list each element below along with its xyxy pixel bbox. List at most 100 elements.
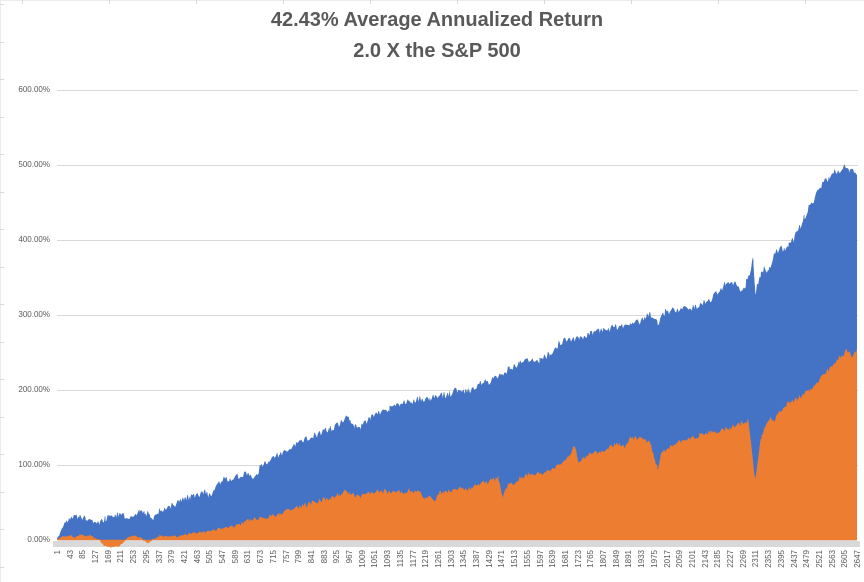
x-axis-tick-label: 2563 [827, 550, 837, 568]
x-axis-tick-label: 1597 [535, 550, 545, 568]
sheet-row-tick [0, 79, 4, 80]
x-axis-tick-label: 799 [294, 550, 304, 564]
x-axis-tick-label: 85 [78, 550, 88, 559]
sheet-row-tick [0, 229, 4, 230]
x-axis-tick-label: 2269 [738, 550, 748, 568]
x-axis-tick-label: 43 [65, 550, 75, 559]
x-axis-tick-label: 2017 [662, 550, 672, 568]
y-axis-tick-label: 600.00% [18, 85, 50, 94]
y-gridline [57, 165, 858, 166]
x-axis-tick-label: 757 [281, 550, 291, 564]
x-axis-tick-label: 2143 [700, 550, 710, 568]
chart-title-line1: 42.43% Average Annualized Return [270, 9, 604, 31]
x-axis-tick-label: 1093 [383, 550, 393, 568]
x-axis-tick-label: 1 [53, 550, 62, 555]
sheet-column-tick [283, 0, 284, 4]
x-axis-tick-label: 2437 [789, 550, 799, 568]
chart-title: 42.43% Average Annualized Return 2.0 X t… [32, 5, 842, 67]
x-axis-tick-label: 1303 [446, 550, 456, 568]
x-axis-tick-label: 1135 [395, 550, 405, 568]
x-axis-tick-label: 2353 [764, 550, 774, 568]
x-axis-line [53, 541, 860, 547]
sheet-left-gridline [0, 0, 1, 582]
x-axis-tick-label: 421 [179, 550, 189, 564]
x-axis-tick-label: 1639 [548, 550, 558, 568]
x-axis-tick-label: 505 [205, 550, 215, 564]
x-axis-tick-label: 211 [116, 550, 126, 563]
sheet-row-tick [0, 191, 4, 193]
x-axis-tick-label: 883 [319, 550, 329, 564]
area-chart-svg [57, 163, 857, 549]
sheet-row-tick [0, 116, 4, 118]
x-axis-tick-label: 2521 [814, 550, 824, 568]
y-gridline [57, 315, 858, 316]
x-axis-tick-label: 1723 [573, 550, 583, 568]
sheet-column-tick [109, 0, 110, 4]
x-axis-tick-label: 925 [332, 550, 342, 564]
y-gridline [57, 240, 858, 241]
sheet-column-tick [457, 0, 458, 4]
x-axis-tick-label: 253 [129, 550, 139, 564]
x-axis-tick-label: 1765 [586, 550, 596, 568]
x-axis-tick-label: 2185 [713, 550, 723, 568]
x-axis-tick-label: 631 [243, 550, 253, 564]
x-axis-tick-label: 1177 [408, 550, 418, 568]
sheet-row-tick [0, 491, 4, 493]
sheet-row-tick [0, 304, 4, 305]
y-axis-tick-label: 200.00% [18, 385, 50, 394]
y-gridline [57, 390, 858, 391]
x-axis-tick-label: 1807 [599, 550, 609, 568]
y-gridline [57, 90, 858, 91]
area-series-blue [57, 163, 857, 541]
x-axis-tick-label: 1933 [637, 550, 647, 568]
sheet-column-tick [718, 0, 719, 4]
sheet-column-tick [805, 0, 806, 4]
x-axis-tick-label: 1681 [560, 550, 570, 568]
x-axis-tick-label: 1975 [649, 550, 659, 568]
x-axis-tick-label: 1051 [370, 550, 380, 568]
sheet-row-tick [0, 454, 4, 455]
x-axis-tick-label: 379 [167, 550, 177, 564]
x-axis-tick-label: 1009 [357, 550, 367, 568]
sheet-row-tick [0, 379, 4, 380]
x-axis-tick-label: 589 [230, 550, 240, 564]
x-axis-tick-label: 841 [306, 550, 316, 564]
x-axis-tick-label: 169 [103, 550, 113, 564]
x-axis-tick-label: 2227 [726, 550, 736, 568]
x-axis-tick-label: 2395 [776, 550, 786, 568]
x-axis-tick-label: 1345 [459, 550, 469, 568]
x-axis-tick-label: 1219 [421, 550, 431, 568]
sheet-row-tick [0, 529, 4, 530]
sheet-column-tick [22, 0, 23, 4]
x-axis-tick-label: 337 [154, 550, 164, 564]
sheet-row-tick [0, 4, 4, 5]
x-axis-tick-label: 715 [268, 550, 278, 564]
x-axis-tick-label: 295 [141, 550, 151, 564]
sheet-row-tick [0, 416, 4, 418]
x-axis-tick-label: 2101 [687, 550, 697, 568]
x-axis-tick-label: 1891 [624, 550, 634, 568]
sheet-row-tick [0, 41, 4, 43]
x-axis-tick-label: 127 [91, 550, 101, 564]
x-axis-tick-label: 2647 [853, 550, 862, 568]
x-axis-tick-label: 2059 [675, 550, 685, 568]
sheet-row-tick [0, 266, 4, 268]
x-axis-tick-label: 2311 [751, 550, 761, 568]
x-axis-tick-label: 967 [345, 550, 355, 564]
chart-title-line2: 2.0 X the S&P 500 [353, 40, 521, 62]
x-axis-tick-label: 673 [256, 550, 266, 564]
x-axis-tick-label: 1429 [484, 550, 494, 568]
sheet-column-tick [544, 0, 545, 4]
sheet-row-tick [0, 154, 4, 155]
x-axis-tick-label: 1471 [497, 550, 507, 568]
sheet-row-tick [0, 566, 4, 568]
area-series-orange [57, 349, 857, 549]
x-axis-tick-label: 1555 [522, 550, 532, 568]
x-axis-tick-label: 2479 [802, 550, 812, 568]
x-axis-tick-label: 463 [192, 550, 202, 564]
x-axis-tick-label: 1513 [510, 550, 520, 568]
sheet-top-gridline [0, 0, 864, 1]
y-axis-tick-label: 0.00% [27, 535, 50, 544]
y-axis-tick-label: 300.00% [18, 310, 50, 319]
x-axis-tick-label: 1849 [611, 550, 621, 568]
